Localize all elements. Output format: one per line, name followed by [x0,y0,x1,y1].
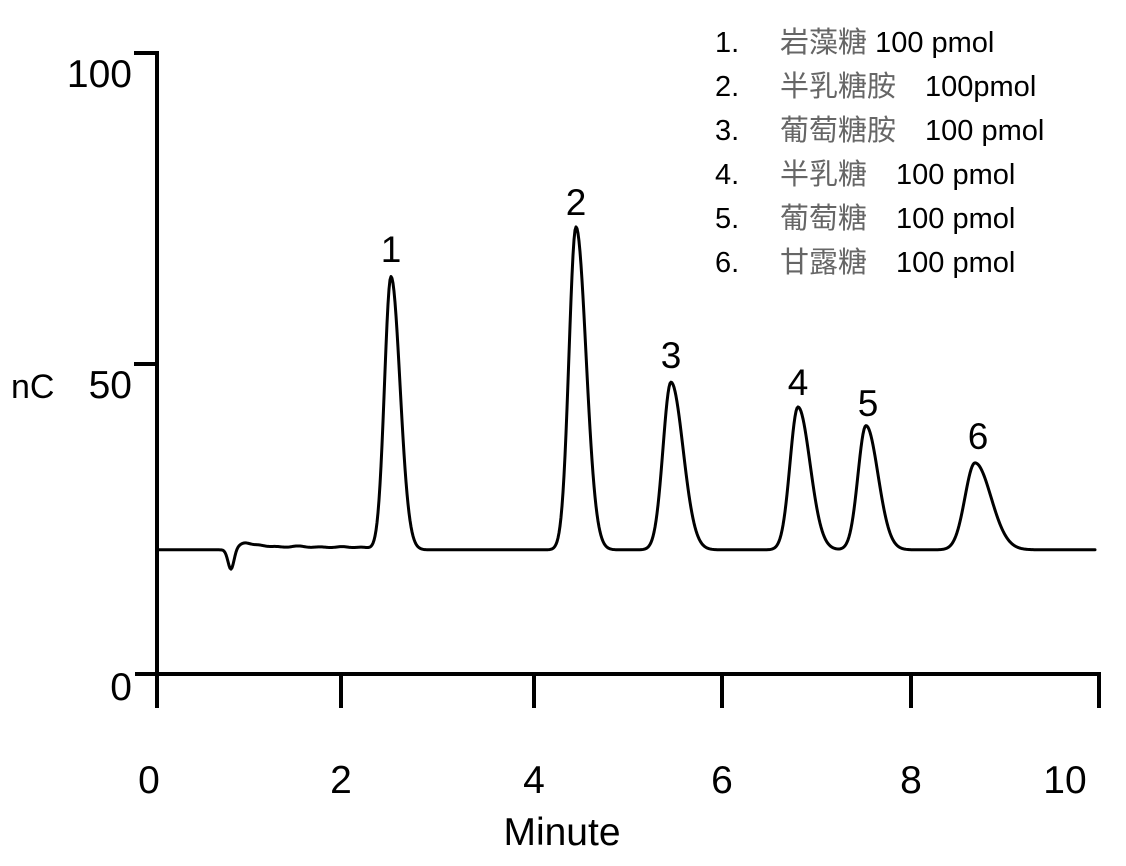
svg-text:8: 8 [900,759,922,802]
svg-text:半乳糖 100 pmol: 半乳糖 100 pmol [780,158,1015,191]
svg-text:甘露糖 100 pmol: 甘露糖 100 pmol [780,246,1015,279]
svg-text:岩藻糖 100 pmol: 岩藻糖 100 pmol [780,26,994,59]
svg-text:3.: 3. [715,115,739,147]
svg-text:100: 100 [67,53,132,96]
svg-text:6.: 6. [715,247,739,279]
svg-text:5: 5 [858,383,879,424]
svg-text:1: 1 [381,229,402,270]
svg-text:葡萄糖 100 pmol: 葡萄糖 100 pmol [780,202,1015,235]
svg-text:1.: 1. [715,27,739,59]
svg-text:半乳糖胺 100pmol: 半乳糖胺 100pmol [780,70,1036,103]
svg-text:nC: nC [11,368,54,406]
svg-text:3: 3 [661,335,682,376]
svg-text:50: 50 [89,364,132,407]
svg-text:4.: 4. [715,159,739,191]
svg-text:5.: 5. [715,203,739,235]
svg-text:葡萄糖胺 100 pmol: 葡萄糖胺 100 pmol [780,114,1044,147]
svg-text:0: 0 [110,666,132,709]
svg-text:6: 6 [711,759,733,802]
svg-text:Minute: Minute [503,811,620,854]
svg-text:6: 6 [968,416,989,457]
svg-text:2: 2 [566,182,587,223]
svg-text:2: 2 [330,759,352,802]
svg-text:4: 4 [788,362,809,403]
svg-text:2.: 2. [715,71,739,103]
svg-text:4: 4 [523,759,545,802]
svg-text:10: 10 [1043,759,1086,802]
svg-text:0: 0 [138,759,160,802]
